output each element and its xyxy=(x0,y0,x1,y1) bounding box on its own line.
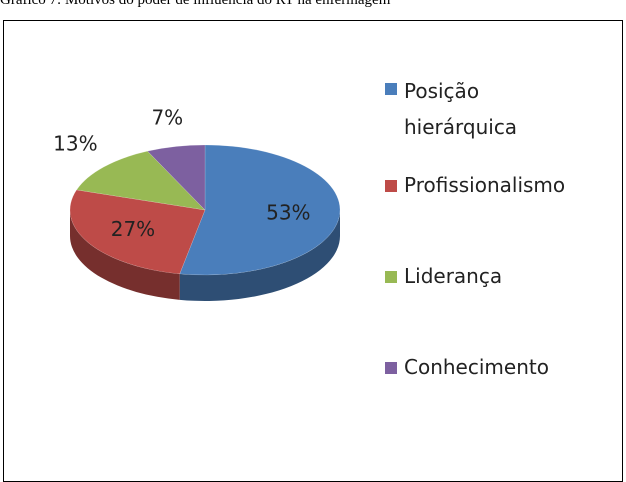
slice xyxy=(76,150,206,211)
slice xyxy=(69,189,206,275)
legend-label: Profissionalismo xyxy=(404,173,566,197)
legend-swatch xyxy=(385,362,397,374)
legend-label: Conhecimento xyxy=(404,355,549,379)
data-label: 13% xyxy=(53,131,97,155)
legend: Posição hierárquica Profissionalismo Lider… xyxy=(385,73,620,383)
chart-title: Gráfico 7: Motivos do poder de influênci… xyxy=(0,0,391,8)
legend-label: Posição hierárquica xyxy=(404,79,518,139)
legend-item: Posição hierárquica xyxy=(385,73,620,145)
data-label: 53% xyxy=(266,200,310,224)
slice xyxy=(147,144,206,211)
slice-side xyxy=(70,210,180,300)
legend-swatch xyxy=(385,83,397,95)
legend-item: Conhecimento xyxy=(385,352,620,383)
slice xyxy=(179,144,341,276)
chart: 53% 27% 13% 7% xyxy=(53,105,341,301)
legend-label: Liderança xyxy=(404,264,503,288)
slice-side xyxy=(179,210,340,301)
data-label: 27% xyxy=(111,217,155,241)
legend-swatch xyxy=(385,180,397,192)
legend-item: Liderança xyxy=(385,261,620,292)
legend-swatch xyxy=(385,271,397,283)
legend-item: Profissionalismo xyxy=(385,170,620,201)
data-label: 7% xyxy=(151,105,183,129)
